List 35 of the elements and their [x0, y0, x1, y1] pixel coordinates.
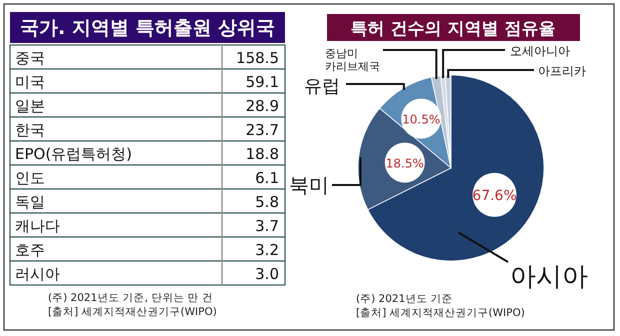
data-label: 158.5 — [236, 49, 279, 67]
chart-title: 특허 건수의 지역별 점유율 — [350, 19, 556, 39]
text: (주) 2021년도 기준, 단위는 만 건 — [48, 292, 213, 304]
data-label: 23.7 — [246, 121, 279, 139]
category-label: 미국 — [15, 73, 45, 91]
category-label: 캐나다 — [15, 217, 60, 235]
data-label: 18.8 — [246, 145, 279, 163]
data-label: 28.9 — [246, 97, 279, 115]
slice-label: 오세아니아 — [510, 44, 570, 58]
data-label: 18.5% — [386, 156, 424, 171]
category-label: 일본 — [15, 97, 45, 115]
slice-label: 유럽 — [304, 76, 340, 97]
slice-label: 중남미 카리브제국 — [325, 47, 380, 74]
data-label: 5.8 — [255, 193, 279, 211]
data-label: 6.1 — [255, 169, 279, 187]
data-label: 3.0 — [255, 265, 279, 283]
slice-label: 북미 — [289, 173, 329, 197]
data-label: 10.5% — [402, 112, 440, 127]
data-label: 3.7 — [255, 217, 279, 235]
category-label: 독일 — [15, 193, 45, 211]
category-label: 중국 — [15, 49, 45, 67]
text: [출처] 세계지적재산권기구(WIPO) — [356, 307, 525, 319]
text: [출처] 세계지적재산권기구(WIPO) — [48, 306, 217, 318]
slice-label: 아시아 — [510, 262, 588, 292]
text: 국가. 지역별 특허출원 상위국 — [20, 17, 276, 39]
category-label: 인도 — [15, 169, 45, 187]
data-label: 67.6% — [472, 188, 517, 204]
text: (주) 2021년도 기준 — [356, 293, 453, 305]
data-label: 3.2 — [255, 241, 279, 259]
category-label: 호주 — [15, 241, 45, 259]
category-label: EPO(유럽특허청) — [15, 145, 132, 163]
category-label: 러시아 — [15, 265, 60, 283]
data-label: 59.1 — [246, 73, 279, 91]
slice-label: 아프리카 — [538, 64, 586, 78]
category-label: 한국 — [15, 121, 45, 139]
